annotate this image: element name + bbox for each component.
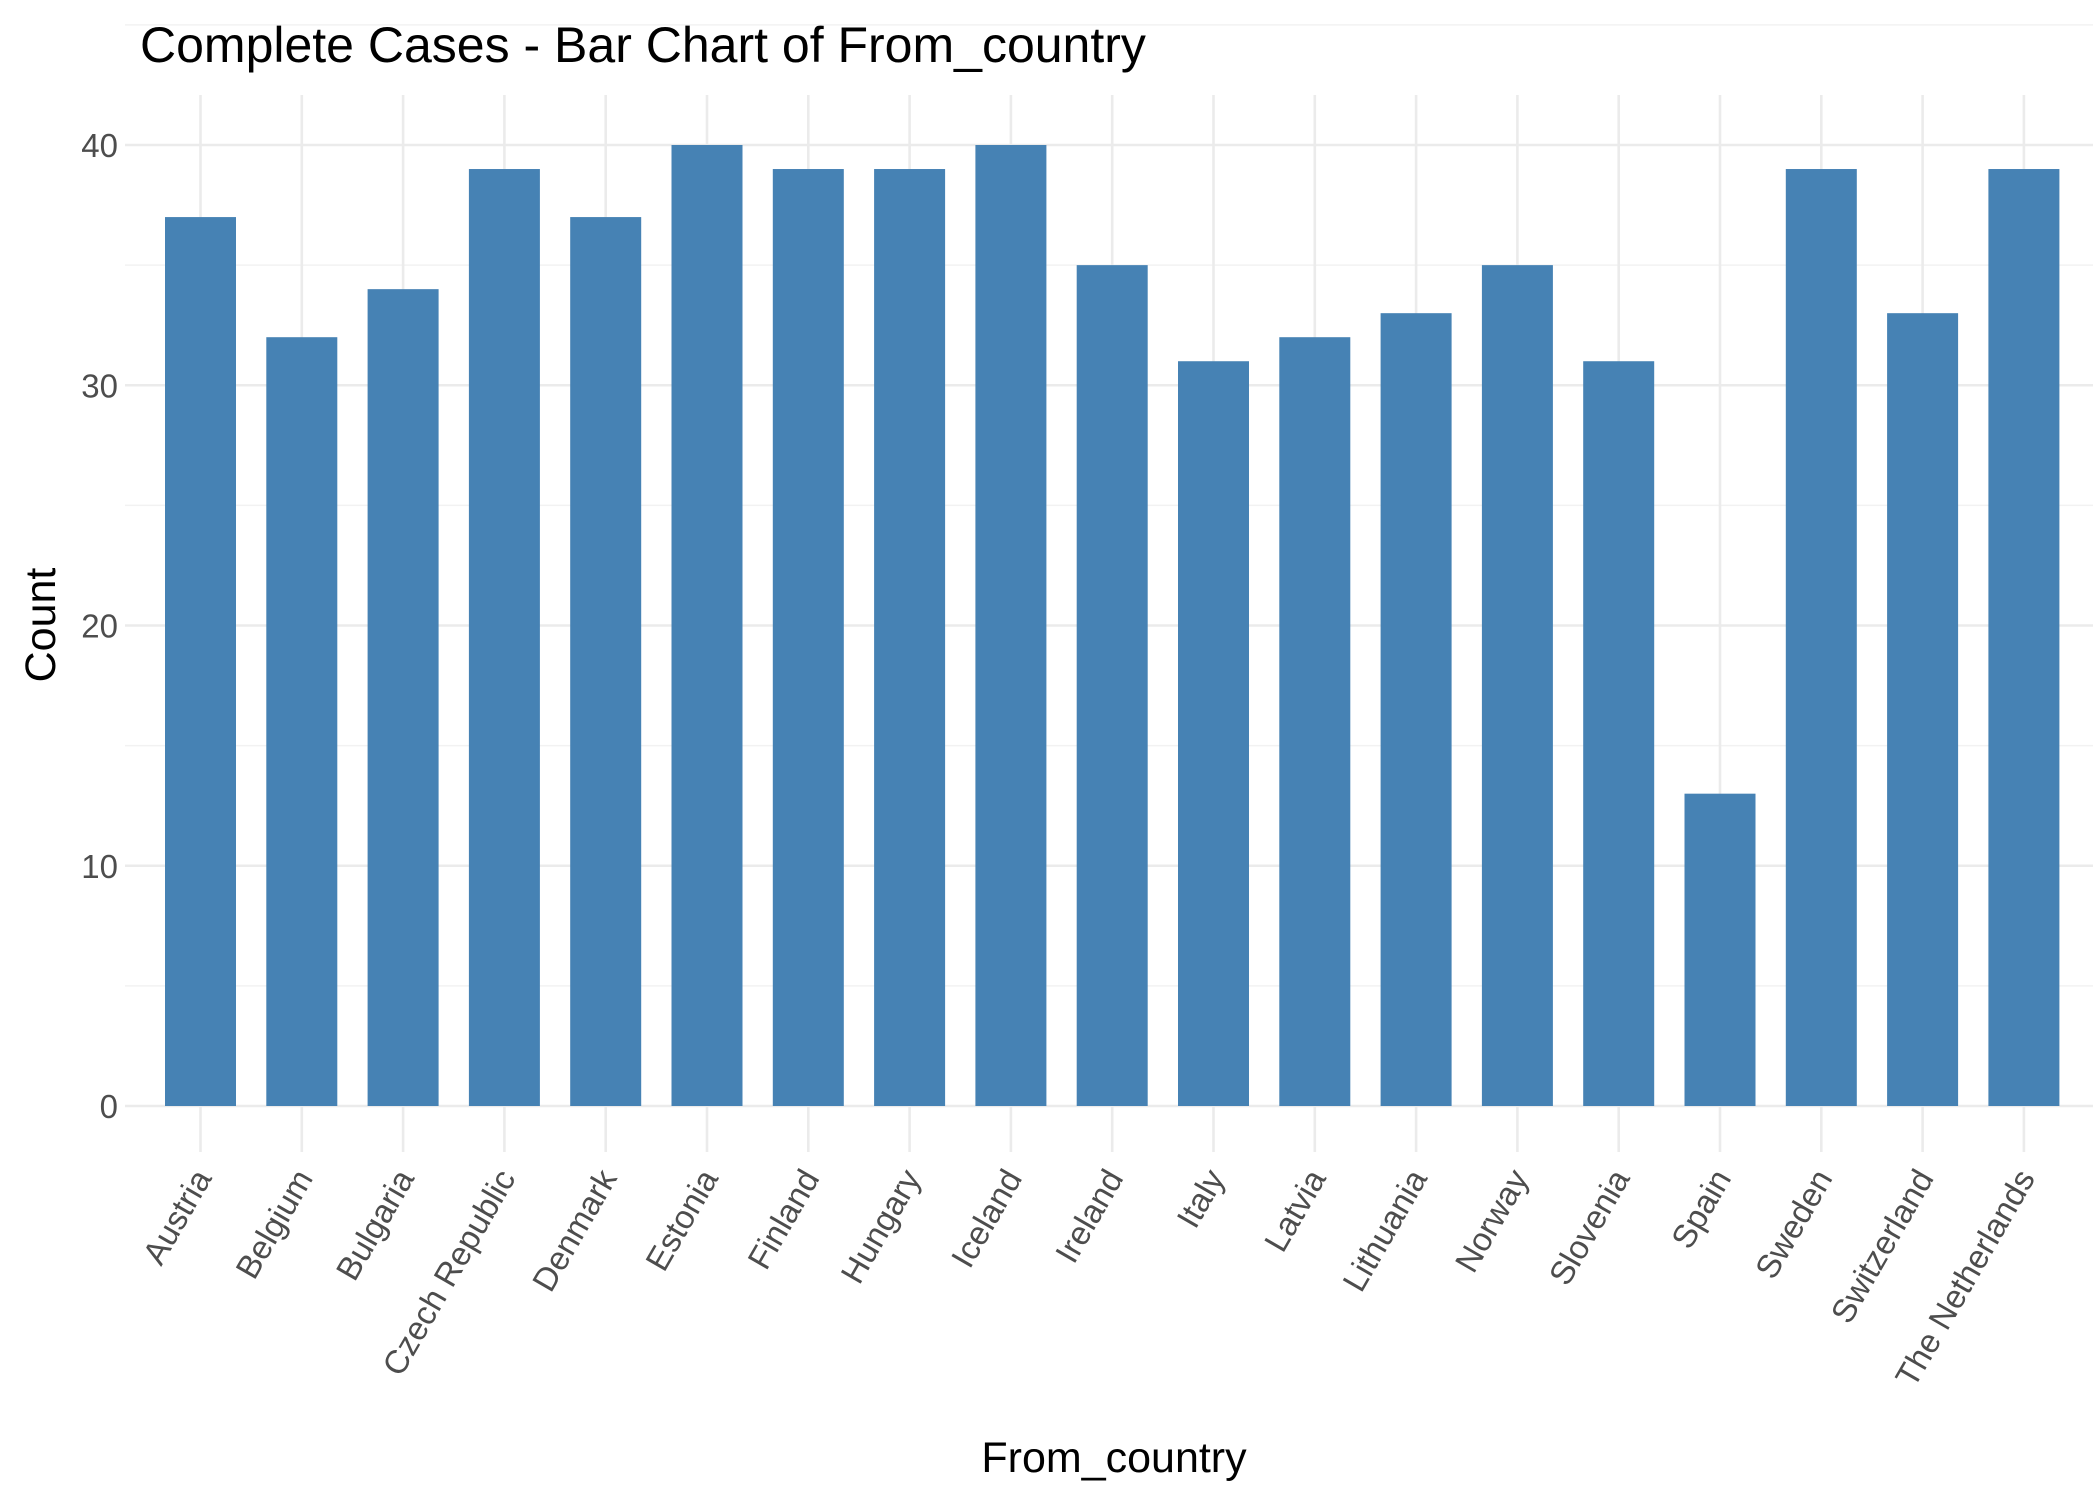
bar-estonia [671, 145, 743, 1106]
x-tick-label: Norway [1447, 1163, 1535, 1279]
bar-finland [772, 169, 844, 1106]
bar-ireland [1076, 265, 1148, 1106]
y-tick-label: 0 [100, 1088, 118, 1125]
x-tick-label: Hungary [833, 1163, 928, 1290]
bar-czech-republic [468, 169, 540, 1106]
x-tick-label: Denmark [525, 1163, 624, 1298]
bar-slovenia [1583, 361, 1655, 1107]
y-tick-label: 10 [81, 848, 118, 885]
bar-spain [1684, 793, 1756, 1106]
bar-iceland [975, 145, 1047, 1106]
x-tick-label: Slovenia [1541, 1162, 1637, 1291]
bar-the-netherlands [1988, 169, 2060, 1106]
y-tick-label: 30 [81, 367, 118, 404]
bar-austria [165, 217, 236, 1106]
y-axis-title: Count [17, 568, 65, 683]
bar-denmark [570, 217, 642, 1106]
bar-belgium [266, 337, 338, 1106]
x-tick-label: Austria [135, 1162, 219, 1270]
x-tick-label: Sweden [1748, 1163, 1840, 1285]
chart-title: Complete Cases - Bar Chart of From_count… [140, 17, 1146, 73]
x-tick-label: Switzerland [1823, 1163, 1940, 1329]
x-tick-label: Iceland [944, 1163, 1029, 1274]
bar-norway [1481, 265, 1553, 1106]
y-axis-tick-labels: 0 10 20 30 40 [81, 127, 118, 1125]
x-tick-label: Spain [1664, 1163, 1738, 1255]
bar-italy [1178, 361, 1249, 1107]
x-tick-label: Bulgaria [329, 1162, 422, 1286]
x-tick-label: Lithuania [1335, 1162, 1434, 1297]
x-tick-label: Estonia [638, 1162, 725, 1276]
x-axis-title: From_country [981, 1434, 1247, 1482]
x-tick-label: Finland [740, 1163, 826, 1275]
x-tick-label: Belgium [228, 1163, 320, 1285]
bar-switzerland [1887, 313, 1959, 1106]
x-tick-label: Latvia [1257, 1162, 1333, 1257]
bar-bulgaria [367, 289, 439, 1106]
bar-latvia [1279, 337, 1351, 1106]
bar-sweden [1785, 169, 1857, 1106]
bars [165, 145, 2060, 1107]
y-tick-label: 20 [81, 608, 118, 645]
bar-lithuania [1380, 313, 1452, 1106]
bar-hungary [874, 169, 946, 1106]
x-tick-label: Ireland [1048, 1163, 1130, 1269]
x-tick-label: Italy [1169, 1163, 1232, 1234]
y-tick-label: 40 [81, 127, 118, 164]
